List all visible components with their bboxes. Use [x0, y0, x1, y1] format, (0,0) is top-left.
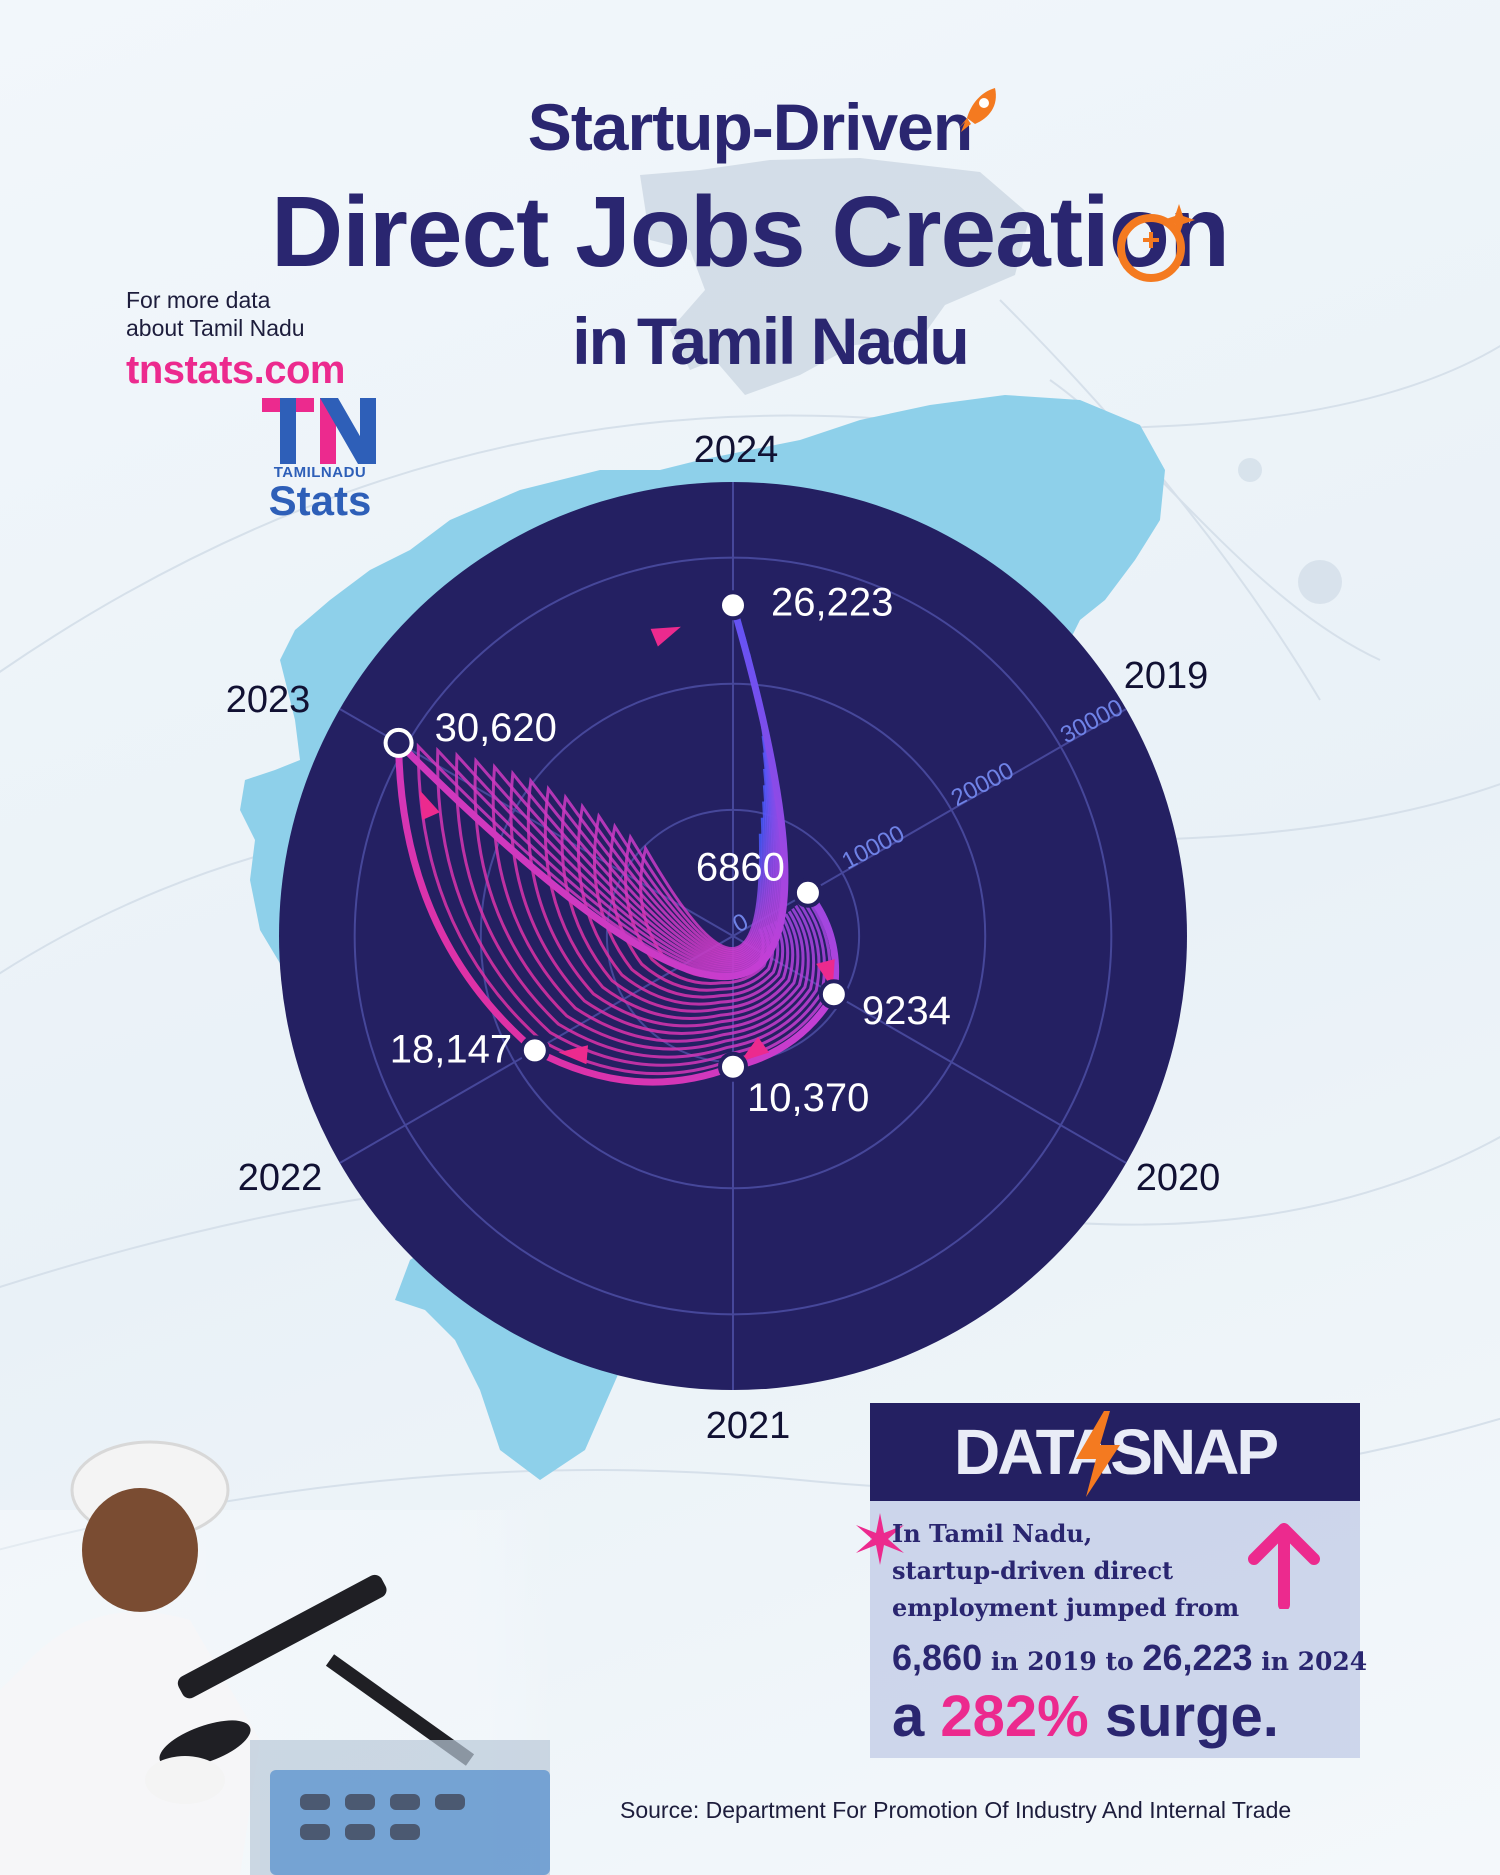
- data-point-2024: [718, 590, 748, 621]
- brand-note-line1: For more data: [126, 287, 271, 313]
- grid-spoke-2020: [732, 935, 1127, 1164]
- category-label-2024: 2024: [694, 429, 779, 471]
- datasnap-start-value: 6,860: [892, 1637, 983, 1678]
- datasnap-prefix: a: [892, 1684, 925, 1749]
- value-label-2024: 26,223: [771, 580, 893, 624]
- value-label-2020: 9234: [862, 989, 951, 1033]
- spiral-line: [394, 604, 840, 1086]
- spiral-line: [592, 785, 780, 999]
- data-point-2023: [383, 727, 414, 758]
- value-label-2022: 18,147: [390, 1027, 512, 1071]
- brand: For more data about Tamil Nadu tnstats.c…: [126, 286, 426, 393]
- spiral-arrowhead: [558, 1045, 589, 1065]
- spiral-arrowhead: [650, 626, 681, 647]
- datasnap-line3: employment jumped from: [892, 1593, 1240, 1622]
- title-line3-prefix: in: [572, 304, 629, 378]
- data-point-2021: [718, 1051, 748, 1082]
- tamil-nadu-map-shadow: [640, 158, 1030, 395]
- data-point-2019: [792, 877, 823, 908]
- spiral-line: [509, 702, 805, 1035]
- chart-labels: 6860 9234 10,370 18,147 30,620 26,223 2019 2020…: [226, 429, 1221, 1447]
- rocket-icon: [959, 88, 996, 132]
- datasnap-text: In Tamil Nadu, startup-driven direct emp…: [892, 1515, 1242, 1626]
- lightning-bolt-icon: [1076, 1411, 1120, 1497]
- datasnap-line4: 6,860 in 2019 to 26,223 in 2024: [892, 1637, 1367, 1679]
- datasnap-percent: 282%: [940, 1684, 1089, 1749]
- datasnap-end-value: 26,223: [1142, 1637, 1253, 1678]
- spiral-line: [473, 669, 816, 1051]
- tn-logo-word: Stats: [268, 477, 372, 524]
- star-burst-icon: [856, 1513, 904, 1565]
- datasnap-line5: a 282% surge.: [892, 1683, 1362, 1750]
- growth-sparkle-icon: [1117, 204, 1195, 282]
- datasnap-in-2024: in 2024: [1261, 1647, 1368, 1676]
- category-label-2022: 2022: [238, 1157, 323, 1199]
- chart-spiral: [394, 604, 840, 1086]
- spiral-line: [526, 719, 800, 1028]
- datasnap-body: In Tamil Nadu, startup-driven direct emp…: [856, 1501, 1367, 1758]
- category-label-2020: 2020: [1136, 1157, 1221, 1199]
- value-label-2023: 30,620: [435, 706, 557, 750]
- spiral-line: [455, 653, 821, 1059]
- category-label-2021: 2021: [706, 1405, 791, 1447]
- spiral-arrowhead: [419, 789, 440, 821]
- value-label-2021: 10,370: [747, 1076, 869, 1120]
- title-line2: Direct Jobs Creation: [270, 176, 1230, 288]
- spiral-line: [436, 637, 826, 1067]
- datasnap-header: DATASNAP: [870, 1403, 1360, 1501]
- tn-logo-subtitle: TAMILNADU: [273, 464, 367, 481]
- brand-url[interactable]: tnstats.com: [126, 348, 346, 392]
- tn-stats-logo: TN TAMILNADU Stats: [260, 396, 380, 538]
- title-line3: in Tamil Nadu: [0, 304, 1500, 378]
- category-label-2019: 2019: [1124, 655, 1209, 697]
- title-line1: Startup-Driven: [527, 90, 973, 164]
- brand-note-line2: about Tamil Nadu: [126, 315, 305, 341]
- category-label-2023: 2023: [226, 679, 311, 721]
- worker-photo: [0, 1440, 560, 1875]
- datasnap-line1: In Tamil Nadu,: [892, 1519, 1093, 1548]
- datasnap-in-2019: in 2019 to: [990, 1647, 1134, 1676]
- value-label-2019: 6860: [696, 846, 785, 890]
- spiral-line: [491, 686, 810, 1043]
- tn-logo-mark: TN: [262, 398, 376, 464]
- title-block: Startup-Driven Direct Jobs Creation in Ta…: [0, 90, 1500, 378]
- spiral-line: [543, 735, 795, 1020]
- chart-marks: [383, 590, 849, 1082]
- title-line3-main: Tamil Nadu: [636, 304, 970, 378]
- datasnap-line2: startup-driven direct: [892, 1556, 1174, 1585]
- data-point-2020: [818, 979, 849, 1010]
- spiral-line: [560, 752, 790, 1013]
- data-point-2022: [519, 1035, 550, 1066]
- spiral-arrowhead: [740, 1037, 770, 1062]
- source-note: Source: Department For Promotion Of Indu…: [620, 1797, 1292, 1823]
- spiral-line: [576, 768, 785, 1006]
- datasnap-title: DATASNAP: [870, 1403, 1360, 1501]
- datasnap-panel: DATASNAP In Tamil Nadu, startup-driven d…: [856, 1403, 1367, 1758]
- datasnap-suffix: surge.: [1104, 1684, 1279, 1749]
- up-arrow-icon: [1248, 1523, 1320, 1609]
